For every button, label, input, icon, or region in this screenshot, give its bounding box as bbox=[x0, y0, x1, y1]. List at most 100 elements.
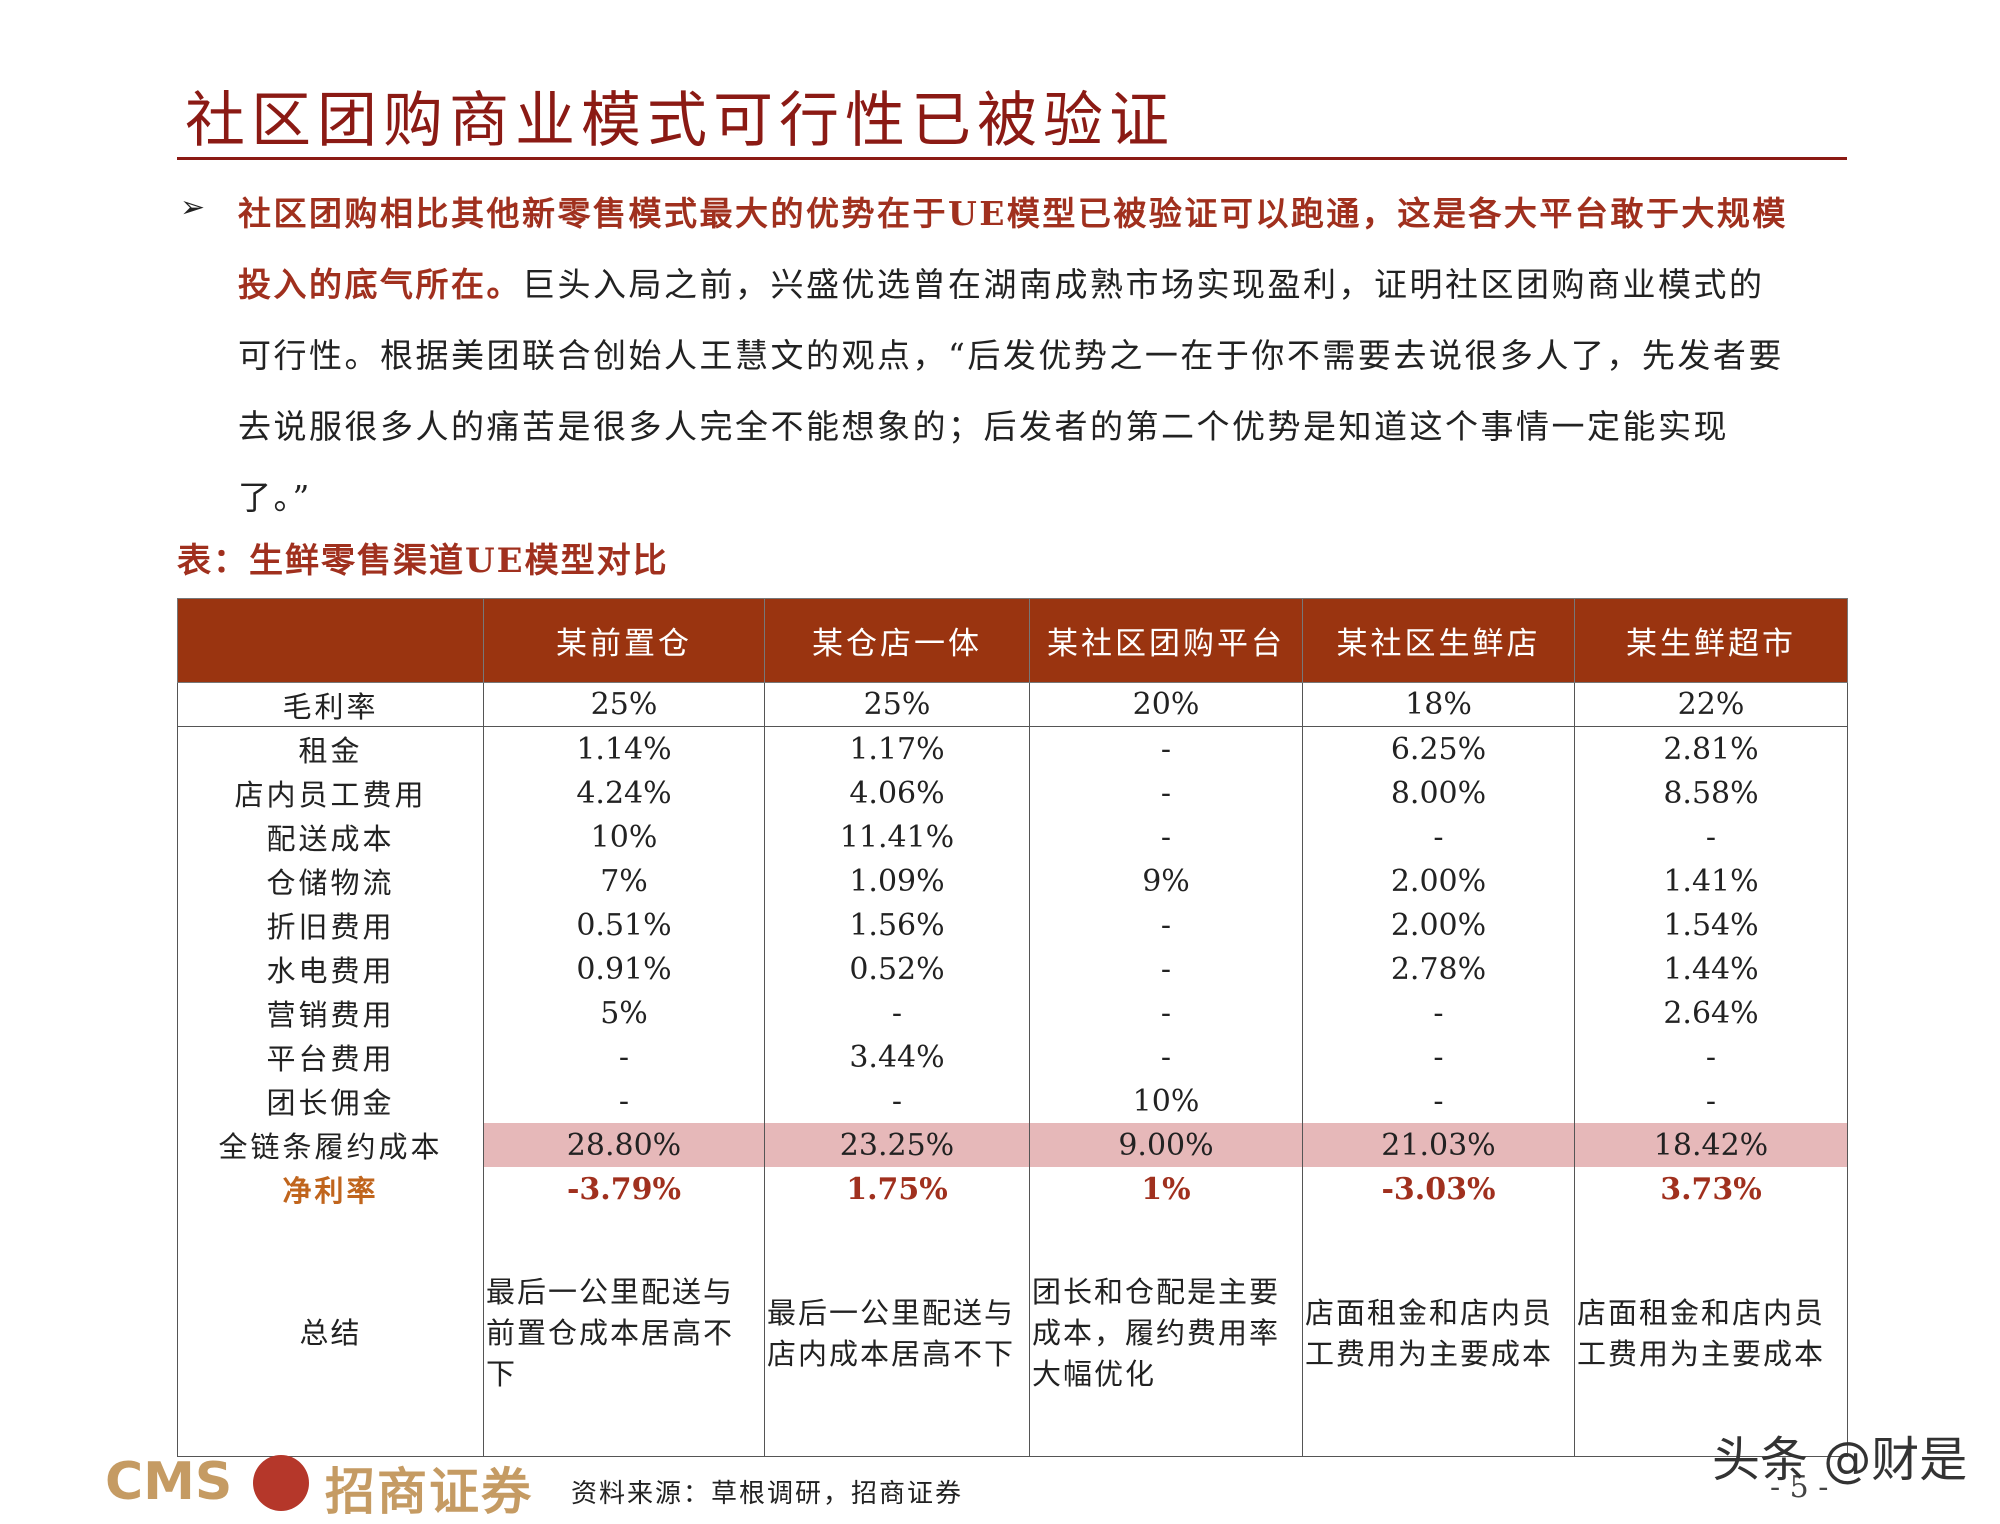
cell: 25% bbox=[483, 682, 765, 727]
cell: 18% bbox=[1302, 682, 1575, 727]
logo-text: 招商证券 bbox=[325, 1462, 533, 1521]
bullet-text: 社区团购相比其他新零售模式最大的优势在于UE模型已被验证可以跑通，这是各大平台敢… bbox=[238, 178, 1798, 533]
table-body: 毛利率 25% 25% 20% 18% 22% 租金 1.14% 1.17% -6.25% 2.81… bbox=[177, 682, 1848, 1457]
cell: 4.06% bbox=[764, 771, 1030, 815]
cell: - bbox=[1574, 1079, 1848, 1123]
cell: 2.81% bbox=[1574, 726, 1848, 771]
table-row: 水电费用 0.91% 0.52% -2.78% 1.44% bbox=[177, 947, 1848, 991]
cell: 1.54% bbox=[1574, 903, 1848, 947]
table-row: 折旧费用 0.51% 1.56% -2.00% 1.54% bbox=[177, 903, 1848, 947]
summary-row: 总结 最后一公里配送与前置仓成本居高不下 最后一公里配送与店内成本居高不下 团长和仓配… bbox=[177, 1211, 1848, 1457]
cell: - bbox=[1302, 991, 1575, 1035]
row-label: 店内员工费用 bbox=[177, 771, 484, 815]
cell: 2.78% bbox=[1302, 947, 1575, 991]
table-row: 团长佣金 - -10% - - bbox=[177, 1079, 1848, 1123]
cell: 8.58% bbox=[1574, 771, 1848, 815]
ue-table: 某前置仓 某仓店一体 某社区团购平台 某社区生鲜店 某生鲜超市 毛利率 25% 25% 20%… bbox=[177, 598, 1848, 1457]
row-label: 毛利率 bbox=[177, 682, 484, 727]
cell: - bbox=[1302, 1079, 1575, 1123]
column-header: 某社区生鲜店 bbox=[1302, 598, 1575, 683]
summary-cell: 最后一公里配送与前置仓成本居高不下 bbox=[483, 1211, 765, 1457]
cell: 10% bbox=[1029, 1079, 1303, 1123]
cell: - bbox=[483, 1035, 765, 1079]
cell: 1.14% bbox=[483, 726, 765, 771]
cell: 28.80% bbox=[483, 1123, 765, 1167]
header-corner bbox=[177, 598, 484, 683]
cell: - bbox=[764, 991, 1030, 1035]
page-number: - 5 - bbox=[1770, 1470, 1829, 1505]
table-row: 仓储物流 7% 1.09% 9% 2.00% 1.41% bbox=[177, 859, 1848, 903]
column-header: 某社区团购平台 bbox=[1029, 598, 1303, 683]
table-row: 租金 1.14% 1.17% -6.25% 2.81% bbox=[177, 726, 1848, 771]
row-label: 营销费用 bbox=[177, 991, 484, 1035]
cell: 0.51% bbox=[483, 903, 765, 947]
table-row: 全链条履约成本 28.80% 23.25% 9.00% 21.03% 18.42% bbox=[177, 1123, 1848, 1167]
cell: 11.41% bbox=[764, 815, 1030, 859]
bullet-body: 巨头入局之前，兴盛优选曾在湖南成熟市场实现盈利，证明社区团购商业模式的可行性。根… bbox=[238, 265, 1784, 517]
cell: 5% bbox=[483, 991, 765, 1035]
watermark: 头条 @财是 bbox=[1712, 1432, 1968, 1488]
cell: - bbox=[1029, 903, 1303, 947]
row-label: 租金 bbox=[177, 726, 484, 771]
cell: 1.44% bbox=[1574, 947, 1848, 991]
cell: - bbox=[1029, 1035, 1303, 1079]
cell: 1.09% bbox=[764, 859, 1030, 903]
cell: - bbox=[1029, 771, 1303, 815]
cell: 3.44% bbox=[764, 1035, 1030, 1079]
cell: 0.91% bbox=[483, 947, 765, 991]
table-row: 毛利率 25% 25% 20% 18% 22% bbox=[177, 682, 1848, 727]
cell: 1.17% bbox=[764, 726, 1030, 771]
cell: 3.73% bbox=[1574, 1167, 1848, 1211]
cell: 6.25% bbox=[1302, 726, 1575, 771]
logo-icon bbox=[253, 1455, 309, 1511]
row-label: 净利率 bbox=[177, 1167, 484, 1211]
cell: - bbox=[1574, 815, 1848, 859]
cell: 0.52% bbox=[764, 947, 1030, 991]
column-header: 某生鲜超市 bbox=[1574, 598, 1848, 683]
cell: - bbox=[1574, 1035, 1848, 1079]
cell: 8.00% bbox=[1302, 771, 1575, 815]
table-row: 净利率 -3.79% 1.75% 1% -3.03% 3.73% bbox=[177, 1167, 1848, 1211]
cell: 21.03% bbox=[1302, 1123, 1575, 1167]
row-label: 折旧费用 bbox=[177, 903, 484, 947]
column-header: 某仓店一体 bbox=[764, 598, 1030, 683]
cell: 2.00% bbox=[1302, 859, 1575, 903]
cell: -3.03% bbox=[1302, 1167, 1575, 1211]
cell: 22% bbox=[1574, 682, 1848, 727]
cell: - bbox=[1029, 991, 1303, 1035]
row-label: 团长佣金 bbox=[177, 1079, 484, 1123]
cell: - bbox=[1029, 726, 1303, 771]
table-row: 配送成本 10% 11.41% - - - bbox=[177, 815, 1848, 859]
cell: 7% bbox=[483, 859, 765, 903]
cell: - bbox=[764, 1079, 1030, 1123]
row-label: 全链条履约成本 bbox=[177, 1123, 484, 1167]
cell: - bbox=[1029, 947, 1303, 991]
header-row: 某前置仓 某仓店一体 某社区团购平台 某社区生鲜店 某生鲜超市 bbox=[177, 598, 1848, 683]
cell: 4.24% bbox=[483, 771, 765, 815]
cell: 1.41% bbox=[1574, 859, 1848, 903]
cell: 25% bbox=[764, 682, 1030, 727]
cell: - bbox=[1302, 1035, 1575, 1079]
cell: - bbox=[1029, 815, 1303, 859]
cell: 2.64% bbox=[1574, 991, 1848, 1035]
table-row: 店内员工费用 4.24% 4.06% -8.00% 8.58% bbox=[177, 771, 1848, 815]
title-rule bbox=[177, 157, 1847, 160]
table-row: 营销费用 5% - - -2.64% bbox=[177, 991, 1848, 1035]
logo: CMS bbox=[105, 1452, 233, 1512]
summary-cell: 店面租金和店内员工费用为主要成本 bbox=[1574, 1211, 1848, 1457]
summary-cell: 最后一公里配送与店内成本居高不下 bbox=[764, 1211, 1030, 1457]
cell: 18.42% bbox=[1574, 1123, 1848, 1167]
bullet-bold: 社区团购相比其他新零售模式最大的优势在于UE模型已被验证可以跑通，这是各大平台敢… bbox=[238, 194, 1788, 304]
row-label: 总结 bbox=[177, 1211, 484, 1457]
source: 资料来源：草根调研，招商证券 bbox=[571, 1479, 964, 1509]
cell: -3.79% bbox=[483, 1167, 765, 1211]
cell: 23.25% bbox=[764, 1123, 1030, 1167]
column-header: 某前置仓 bbox=[483, 598, 765, 683]
row-label: 配送成本 bbox=[177, 815, 484, 859]
summary-cell: 团长和仓配是主要成本，履约费用率大幅优化 bbox=[1029, 1211, 1303, 1457]
cell: 9% bbox=[1029, 859, 1303, 903]
cell: 10% bbox=[483, 815, 765, 859]
row-label: 平台费用 bbox=[177, 1035, 484, 1079]
cell: 2.00% bbox=[1302, 903, 1575, 947]
